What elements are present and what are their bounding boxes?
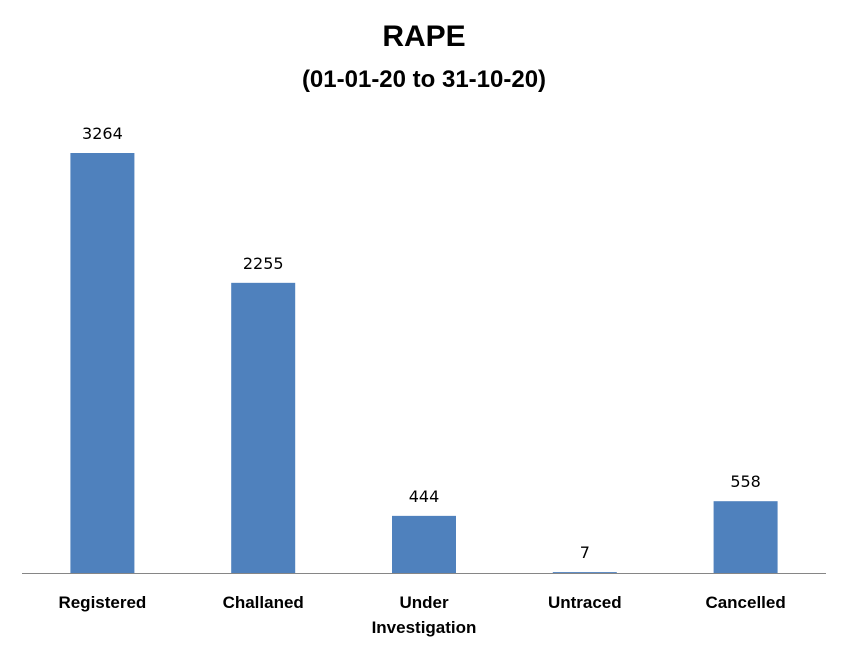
data-label: 558 (730, 472, 761, 491)
bar-under-investigation (392, 515, 456, 573)
bar-challaned (231, 282, 296, 573)
data-label: 7 (580, 543, 590, 562)
data-label: 2255 (243, 254, 284, 273)
category-label: Cancelled (705, 593, 785, 612)
category-label: Investigation (372, 618, 477, 637)
bars-layer (70, 153, 778, 573)
chart-title: RAPE (382, 20, 466, 53)
chart-subtitle: (01-01-20 to 31-10-20) (301, 66, 547, 93)
category-labels-layer: Registered Challaned Under Investigation Unt… (58, 593, 785, 637)
labels-layer: 3264 2255 444 7 558 (82, 124, 761, 562)
category-label: Challaned (223, 593, 304, 612)
bar-untraced (552, 572, 617, 573)
category-label: Untraced (548, 593, 622, 612)
data-label: 3264 (82, 124, 123, 143)
category-label: Under (399, 593, 449, 612)
bar-registered (70, 153, 135, 573)
bar-cancelled (713, 501, 778, 573)
data-label: 444 (409, 487, 440, 506)
category-label: Registered (58, 593, 146, 612)
